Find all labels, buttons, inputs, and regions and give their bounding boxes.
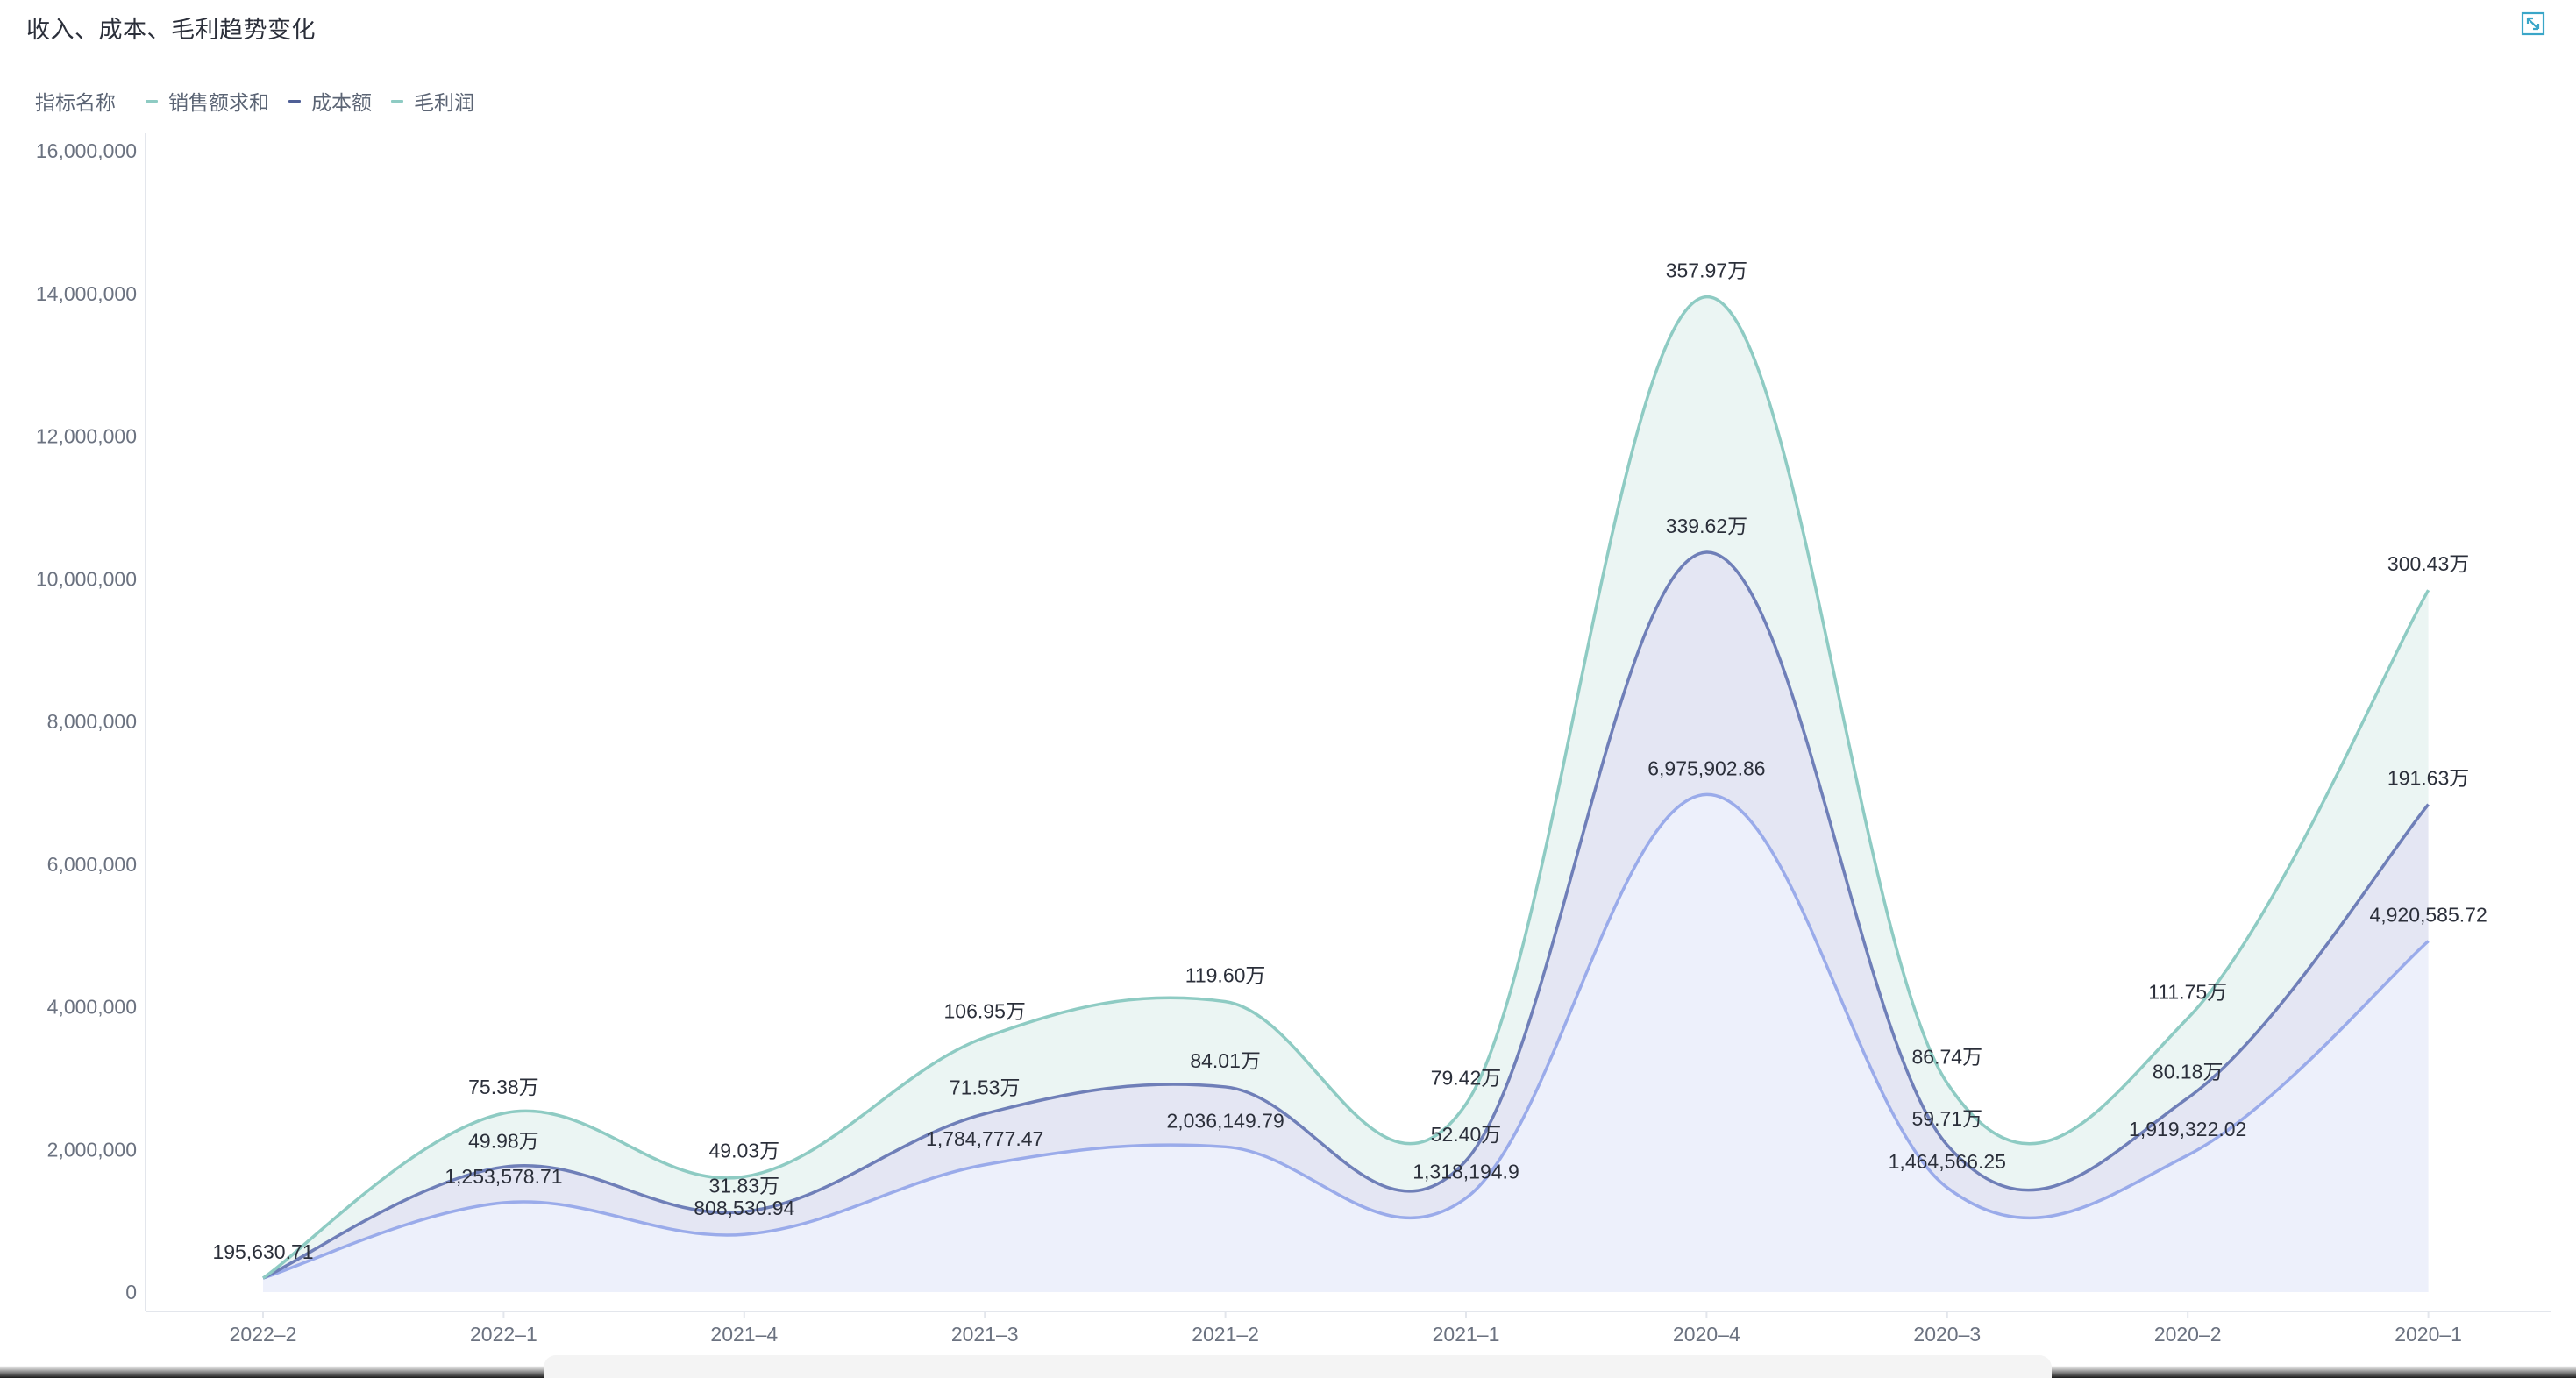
profit-line: [262, 295, 2430, 1280]
cost-area: [263, 551, 2429, 1279]
cost-data-label: 49.98万: [468, 1129, 539, 1152]
x-tick-label: 2021–3: [951, 1323, 1019, 1346]
sales-line: [262, 792, 2430, 1280]
sales-data-label: 4,920,585.72: [2369, 904, 2487, 927]
x-tick-label: 2020–4: [1673, 1323, 1740, 1346]
cost-data-label: 59.71万: [1912, 1107, 1983, 1130]
chart-title: 收入、成本、毛利趋势变化: [26, 17, 316, 43]
x-tick-label: 2020–2: [2154, 1323, 2222, 1346]
x-tick-label: 2021–4: [710, 1323, 778, 1346]
legend-item-profit[interactable]: 毛利润: [391, 86, 474, 116]
cost-data-label: 71.53万: [950, 1076, 1021, 1099]
profit-data-label: 111.75万: [2148, 981, 2227, 1004]
y-tick-label: 12,000,000: [36, 425, 137, 448]
y-tick-label: 10,000,000: [36, 567, 137, 590]
x-tick-label: 2020–1: [2395, 1323, 2462, 1346]
legend-label-cost: 成本额: [311, 91, 372, 114]
sales-data-label: 808,530.94: [694, 1197, 794, 1219]
legend-swatch-cost: [288, 99, 301, 103]
cost-data-label: 52.40万: [1431, 1123, 1502, 1146]
y-tick-label: 2,000,000: [47, 1138, 137, 1161]
sales-data-label: 1,919,322.02: [2129, 1118, 2246, 1140]
sales-data-label: 6,975,902.86: [1647, 756, 1765, 779]
sales-data-label: 195,630.71: [212, 1240, 313, 1263]
chart-legend: 指标名称 销售额求和 成本额 毛利润: [35, 86, 494, 116]
sales-area: [263, 794, 2429, 1292]
x-tick-label: 2021–2: [1192, 1323, 1259, 1346]
sales-data-label: 1,253,578.71: [445, 1165, 562, 1188]
sales-data-label: 1,318,194.9: [1413, 1161, 1519, 1183]
profit-data-label: 79.42万: [1431, 1066, 1502, 1089]
y-tick-label: 16,000,000: [36, 139, 137, 162]
legend-swatch-sales: [146, 99, 158, 103]
expand-icon[interactable]: [2520, 11, 2546, 37]
y-tick-label: 6,000,000: [47, 853, 137, 876]
profit-data-label: 300.43万: [2387, 552, 2469, 575]
legend-item-cost[interactable]: 成本额: [288, 86, 372, 116]
x-tick-label: 2021–1: [1433, 1323, 1500, 1346]
profit-area: [263, 296, 2429, 1279]
cost-data-label: 339.62万: [1666, 515, 1747, 537]
profit-data-label: 75.38万: [468, 1076, 539, 1098]
legend-label-sales: 销售额求和: [168, 91, 269, 114]
y-tick-label: 14,000,000: [36, 282, 137, 305]
sales-data-label: 2,036,149.79: [1166, 1109, 1284, 1132]
sales-data-label: 1,464,566.25: [1889, 1150, 2006, 1173]
profit-data-label: 119.60万: [1185, 964, 1266, 987]
cost-data-label: 31.83万: [709, 1174, 780, 1197]
bottom-panel-edge: [544, 1355, 2052, 1378]
profit-data-label: 357.97万: [1666, 259, 1747, 282]
y-tick-label: 4,000,000: [47, 996, 137, 1019]
cost-data-label: 80.18万: [2153, 1061, 2224, 1083]
x-tick-label: 2020–3: [1913, 1323, 1981, 1346]
sales-data-label: 1,784,777.47: [926, 1127, 1043, 1150]
profit-data-label: 49.03万: [709, 1139, 780, 1161]
legend-swatch-profit: [391, 99, 403, 103]
legend-item-sales[interactable]: 销售额求和: [146, 86, 269, 116]
legend-title: 指标名称: [35, 91, 116, 114]
cost-data-label: 191.63万: [2387, 767, 2469, 790]
x-tick-label: 2022–1: [470, 1323, 537, 1346]
cost-line: [262, 550, 2430, 1280]
profit-data-label: 106.95万: [944, 1000, 1026, 1023]
x-tick-label: 2022–2: [230, 1323, 297, 1346]
y-tick-label: 8,000,000: [47, 710, 137, 733]
cost-data-label: 84.01万: [1190, 1049, 1261, 1072]
legend-label-profit: 毛利润: [414, 91, 474, 114]
profit-data-label: 86.74万: [1912, 1046, 1983, 1069]
y-tick-label: 0: [125, 1281, 137, 1303]
